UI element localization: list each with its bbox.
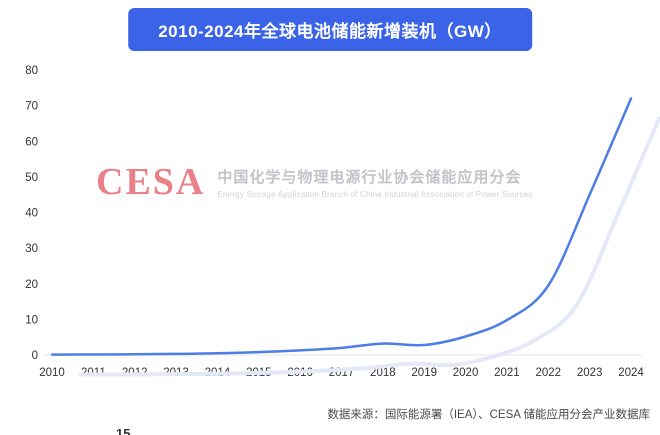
y-tick-label: 30 bbox=[25, 243, 38, 255]
x-tick-label: 2018 bbox=[370, 367, 396, 379]
partial-bottom-text: 15 bbox=[116, 426, 131, 435]
chart-title: 2010-2024年全球电池储能新增装机（GW） bbox=[128, 8, 532, 51]
x-tick-label: 2020 bbox=[453, 367, 479, 379]
x-tick-label: 2021 bbox=[494, 367, 520, 379]
x-tick-label: 2019 bbox=[411, 367, 437, 379]
y-tick-label: 40 bbox=[25, 208, 38, 220]
y-tick-label: 10 bbox=[25, 314, 38, 326]
x-tick-label: 2022 bbox=[535, 367, 561, 379]
series-line-ghost bbox=[78, 116, 660, 377]
data-source-caption: 数据来源：国际能源署（IEA）、CESA 储能应用分会产业数据库 bbox=[327, 409, 650, 421]
y-tick-label: 80 bbox=[25, 65, 38, 77]
x-tick-label: 2010 bbox=[39, 367, 65, 379]
series-line bbox=[50, 97, 633, 356]
x-tick-label: 2023 bbox=[577, 367, 603, 379]
y-tick-label: 20 bbox=[25, 279, 38, 291]
y-tick-label: 60 bbox=[25, 136, 38, 148]
y-tick-label: 0 bbox=[32, 350, 38, 362]
x-tick-label: 2024 bbox=[618, 367, 644, 379]
y-tick-label: 70 bbox=[25, 101, 38, 113]
y-tick-label: 50 bbox=[25, 172, 38, 184]
